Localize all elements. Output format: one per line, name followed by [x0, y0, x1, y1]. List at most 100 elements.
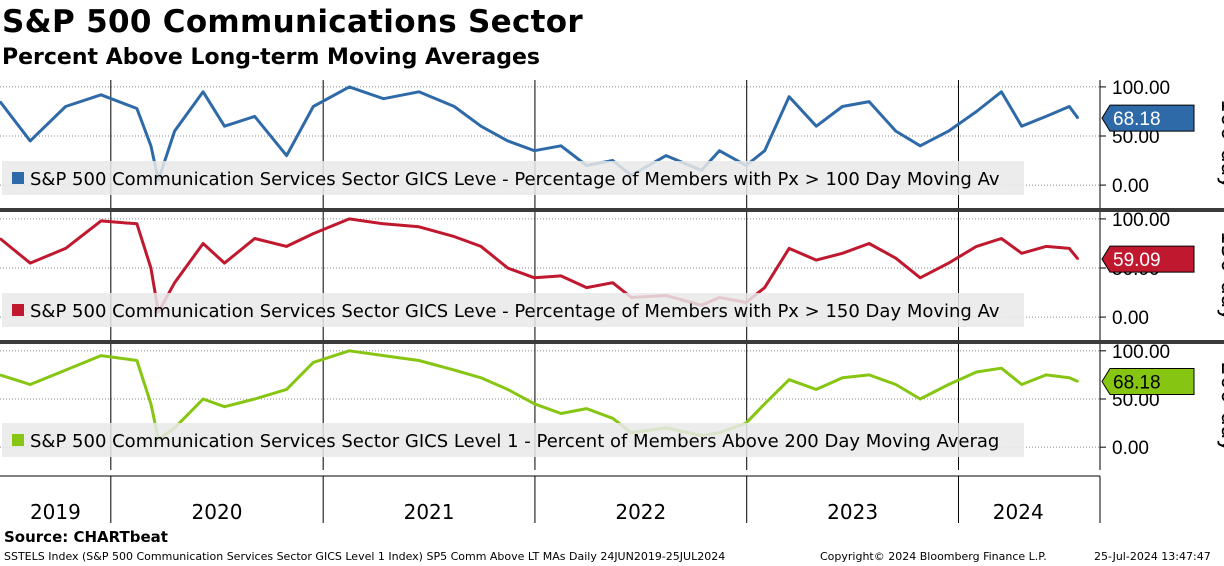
data-point [560, 412, 562, 415]
y-tick-label: 0.00 [1112, 308, 1149, 329]
data-point [1077, 117, 1079, 119]
data-point [533, 149, 536, 152]
data-point [0, 100, 1, 103]
data-point [150, 403, 152, 405]
data-point [895, 130, 897, 132]
data-point [150, 267, 152, 269]
panel-separator [0, 340, 1224, 344]
panel-p100: 100.00 50.00 0.00 S&P 500 Communication Ser… [0, 78, 1224, 212]
legend-swatch [12, 172, 24, 184]
x-axis: 2019 2020 2021 2022 2023 2024 [0, 475, 1101, 524]
data-point [611, 159, 614, 162]
data-point [841, 105, 844, 108]
data-point [1045, 245, 1047, 248]
panel-axis-label: 150-day [1216, 231, 1224, 321]
data-point [453, 235, 456, 238]
x-tick-label: 2020 [192, 500, 243, 524]
data-point [947, 130, 950, 132]
y-tick-label: 0.00 [1112, 438, 1149, 459]
data-point [763, 286, 766, 289]
data-point [763, 149, 766, 152]
footer-description: SSTELS Index (S&P 500 Communication Serv… [4, 550, 726, 563]
data-point [975, 110, 978, 113]
last-value-label: 59.09 [1113, 250, 1161, 271]
y-tick-label: 100.00 [1112, 210, 1170, 231]
data-point [64, 105, 67, 108]
data-point [348, 350, 351, 352]
data-point [841, 377, 844, 379]
data-point [895, 257, 897, 259]
legend-label: S&P 500 Communication Services Sector GI… [30, 301, 1000, 322]
data-point [253, 115, 256, 118]
x-tick-label: 2021 [404, 500, 455, 524]
data-point [947, 262, 950, 264]
footer-timestamp: 25-Jul-2024 13:47:47 [1094, 550, 1211, 563]
data-point [1020, 383, 1023, 386]
data-point [382, 97, 385, 100]
data-point [285, 154, 288, 157]
chart-subtitle: Percent Above Long-term Moving Averages [2, 45, 540, 70]
source-note: Source: CHARTbeat [4, 528, 168, 546]
y-tick-label: 0.00 [1112, 176, 1149, 197]
data-point [1077, 380, 1079, 383]
data-point [919, 277, 921, 279]
panel-separator [0, 208, 1224, 212]
last-value-badge [1101, 104, 1195, 132]
legend-background [2, 423, 1024, 457]
data-point [253, 398, 256, 400]
data-point [718, 149, 721, 152]
data-point [560, 275, 562, 277]
data-point [815, 259, 818, 261]
data-point [348, 218, 351, 220]
data-point [788, 247, 790, 250]
x-tick-label: 2024 [993, 500, 1044, 524]
data-point [1000, 367, 1003, 369]
data-point [173, 130, 176, 132]
data-point [1045, 374, 1047, 376]
data-point [480, 245, 482, 248]
data-point [418, 91, 420, 93]
data-point [868, 374, 870, 376]
data-point [895, 383, 897, 386]
data-point [975, 371, 978, 373]
legend-label: S&P 500 Communication Services Sector GI… [30, 431, 999, 452]
data-point [585, 407, 588, 410]
data-point [348, 86, 351, 88]
data-point [285, 388, 288, 391]
data-point [173, 281, 176, 284]
x-tick-label: 2023 [827, 500, 878, 524]
y-tick-label: 100.00 [1112, 342, 1170, 363]
data-point [1077, 258, 1079, 260]
data-point [150, 145, 152, 147]
last-value-label: 68.18 [1113, 372, 1161, 393]
data-point [763, 403, 766, 405]
data-point [312, 232, 315, 235]
data-point [868, 242, 870, 245]
x-tick-label: 2022 [615, 500, 666, 524]
data-point [480, 125, 482, 127]
data-point [1045, 115, 1047, 118]
legend-background [2, 293, 1024, 327]
data-point [100, 354, 102, 357]
data-point [136, 223, 138, 225]
data-point [253, 237, 256, 240]
data-point [1020, 125, 1023, 127]
data-point [665, 154, 667, 157]
y-tick-label: 50.00 [1112, 390, 1160, 411]
panel-axis-label: 200-day [1216, 362, 1224, 452]
data-point [506, 140, 509, 142]
data-point [382, 223, 385, 225]
last-value-badge [1101, 245, 1195, 273]
data-point [29, 383, 31, 386]
data-point [0, 237, 1, 240]
data-point [788, 95, 790, 98]
data-point [100, 93, 102, 96]
last-value-tag-p100: 68.18 [1101, 104, 1195, 132]
legend-p100: S&P 500 Communication Services Sector GI… [2, 161, 1024, 195]
data-point [453, 105, 456, 108]
data-point [136, 359, 138, 362]
data-point [480, 377, 482, 379]
data-point [788, 378, 790, 381]
